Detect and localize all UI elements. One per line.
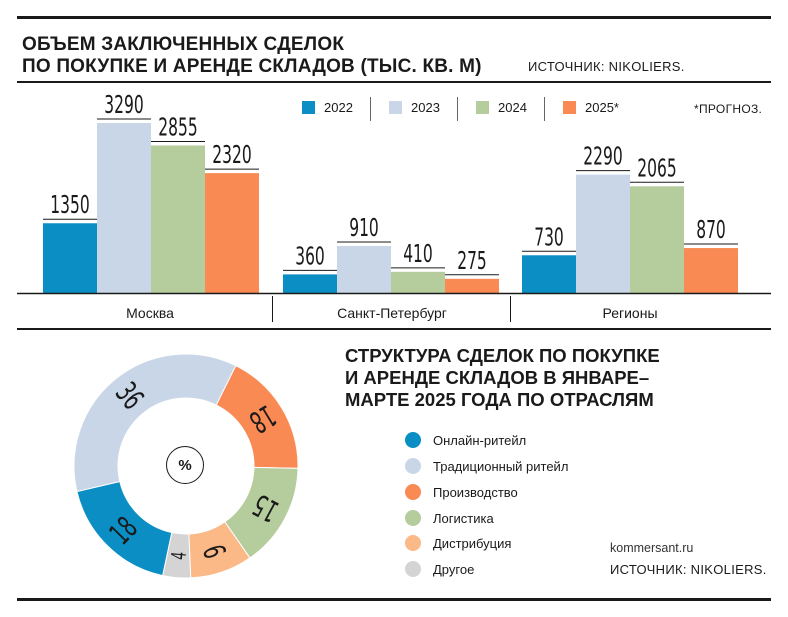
- pie-legend-label-traditional-retail: Традиционный ритейл: [433, 458, 569, 474]
- bar-2025-2: [684, 248, 738, 293]
- bottom-rule: [17, 598, 771, 601]
- pie-legend-item-logistics: Логистика: [405, 510, 494, 526]
- bar-2025-0: [205, 173, 259, 293]
- pie-legend-dot-distribution: [405, 535, 421, 551]
- bar-2022-2: [522, 255, 576, 293]
- pie-legend-item-other: Другое: [405, 561, 474, 577]
- footer-source: ИСТОЧНИК: NIKOLIERS.: [610, 562, 767, 577]
- bar-chart: 1350 3290 2855 2320 360 910 410 275 730 2290 2065 8…: [17, 90, 771, 295]
- legend-label-2025: 2025*: [585, 100, 619, 115]
- pie-legend-dot-production: [405, 484, 421, 500]
- bar-2023-1: [337, 245, 391, 293]
- legend-item-2024: 2024: [476, 100, 527, 115]
- legend-separator: [370, 97, 371, 121]
- legend-swatch-2024: [476, 101, 489, 114]
- bar-value-label: 2290: [583, 142, 622, 171]
- category-separator: [272, 296, 273, 322]
- legend-item-2022: 2022: [302, 100, 353, 115]
- bar-2022-0: [43, 223, 97, 293]
- bar-value-label: 870: [696, 215, 726, 244]
- donut-title-line3: МАРТЕ 2025 ГОДА ПО ОТРАСЛЯМ: [345, 389, 654, 410]
- bar-2023-2: [576, 174, 630, 293]
- bar-chart-title-line1: ОБЪЕМ ЗАКЛЮЧЕННЫХ СДЕЛОК: [22, 34, 345, 55]
- bar-chart-source: ИСТОЧНИК: NIKOLIERS.: [528, 59, 685, 74]
- donut-value-label: 4: [167, 551, 190, 561]
- pie-legend-label-online-retail: Онлайн-ритейл: [433, 432, 527, 448]
- bar-value-label: 1350: [50, 190, 89, 219]
- footer-site: kommersant.ru: [610, 541, 694, 555]
- pie-legend-dot-traditional-retail: [405, 458, 421, 474]
- pie-legend-item-online-retail: Онлайн-ритейл: [405, 432, 526, 448]
- bar-value-label: 360: [295, 242, 325, 271]
- forecast-note: *ПРОГНОЗ.: [694, 102, 763, 116]
- bar-value-label: 730: [534, 222, 564, 251]
- legend-label-2024: 2024: [498, 100, 527, 115]
- bar-value-label: 410: [403, 239, 433, 268]
- legend-item-2023: 2023: [389, 100, 440, 115]
- pie-legend-dot-other: [405, 561, 421, 577]
- bar-value-label: 2065: [637, 153, 676, 182]
- top-rule: [17, 16, 771, 19]
- donut-title-line1: СТРУКТУРА СДЕЛОК ПО ПОКУПКЕ: [345, 345, 660, 366]
- bar-2024-1: [391, 271, 445, 293]
- category-label-spb: Санкт-Петербург: [337, 305, 447, 321]
- pie-legend-item-distribution: Дистрибуция: [405, 535, 511, 551]
- legend-item-2025: 2025*: [563, 100, 619, 115]
- pie-legend-label-other: Другое: [433, 561, 475, 577]
- category-label-regions: Регионы: [602, 305, 658, 321]
- legend-label-2022: 2022: [324, 100, 353, 115]
- bar-value-label: 275: [457, 246, 487, 275]
- legend-separator: [544, 97, 545, 121]
- bar-2024-2: [630, 186, 684, 293]
- bar-value-label: 3290: [104, 90, 143, 119]
- legend-swatch-2025: [563, 101, 576, 114]
- legend-label-2023: 2023: [411, 100, 440, 115]
- legend-swatch-2022: [302, 101, 315, 114]
- header-rule: [17, 81, 771, 83]
- donut-slice-1: [73, 353, 237, 493]
- legend-separator: [457, 97, 458, 121]
- pie-legend-label-distribution: Дистрибуция: [433, 535, 512, 551]
- bar-2022-1: [283, 274, 337, 293]
- category-label-moscow: Москва: [126, 305, 174, 321]
- pie-legend-dot-logistics: [405, 510, 421, 526]
- pie-legend-label-production: Производство: [433, 484, 518, 500]
- bar-value-label: 2855: [158, 113, 197, 142]
- pie-legend-label-logistics: Логистика: [433, 510, 494, 526]
- pie-legend-item-production: Производство: [405, 484, 518, 500]
- bar-2024-0: [151, 145, 205, 293]
- bar-value-label: 2320: [212, 140, 251, 169]
- bar-2023-0: [97, 123, 151, 293]
- bar-2025-1: [445, 278, 499, 293]
- bar-chart-title-line2: ПО ПОКУПКЕ И АРЕНДЕ СКЛАДОВ (ТЫС. КВ. М): [22, 56, 482, 77]
- donut-slice-5: [162, 531, 192, 579]
- pie-legend-dot-online-retail: [405, 432, 421, 448]
- category-separator: [510, 296, 511, 322]
- legend-swatch-2023: [389, 101, 402, 114]
- bar-value-label: 910: [349, 213, 379, 242]
- middle-rule: [17, 328, 771, 330]
- donut-percent-badge: %: [166, 446, 204, 484]
- donut-title-line2: И АРЕНДЕ СКЛАДОВ В ЯНВАРЕ–: [345, 367, 650, 388]
- pie-legend-item-traditional-retail: Традиционный ритейл: [405, 458, 568, 474]
